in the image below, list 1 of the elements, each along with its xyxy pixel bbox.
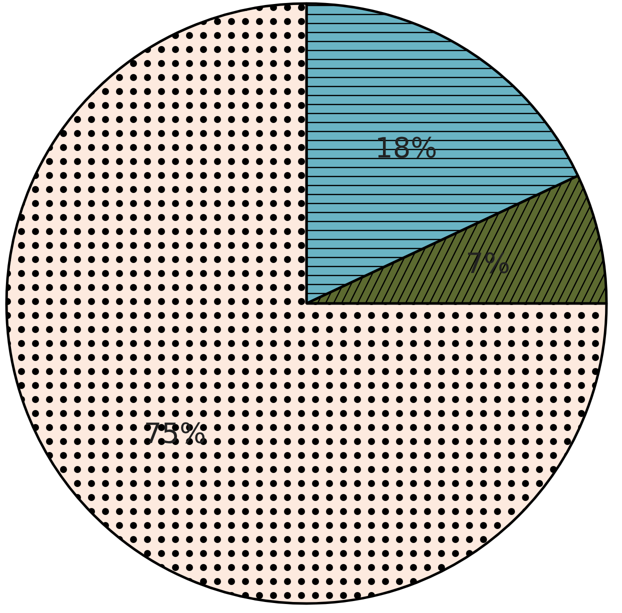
data-label: 75% [144,417,206,450]
